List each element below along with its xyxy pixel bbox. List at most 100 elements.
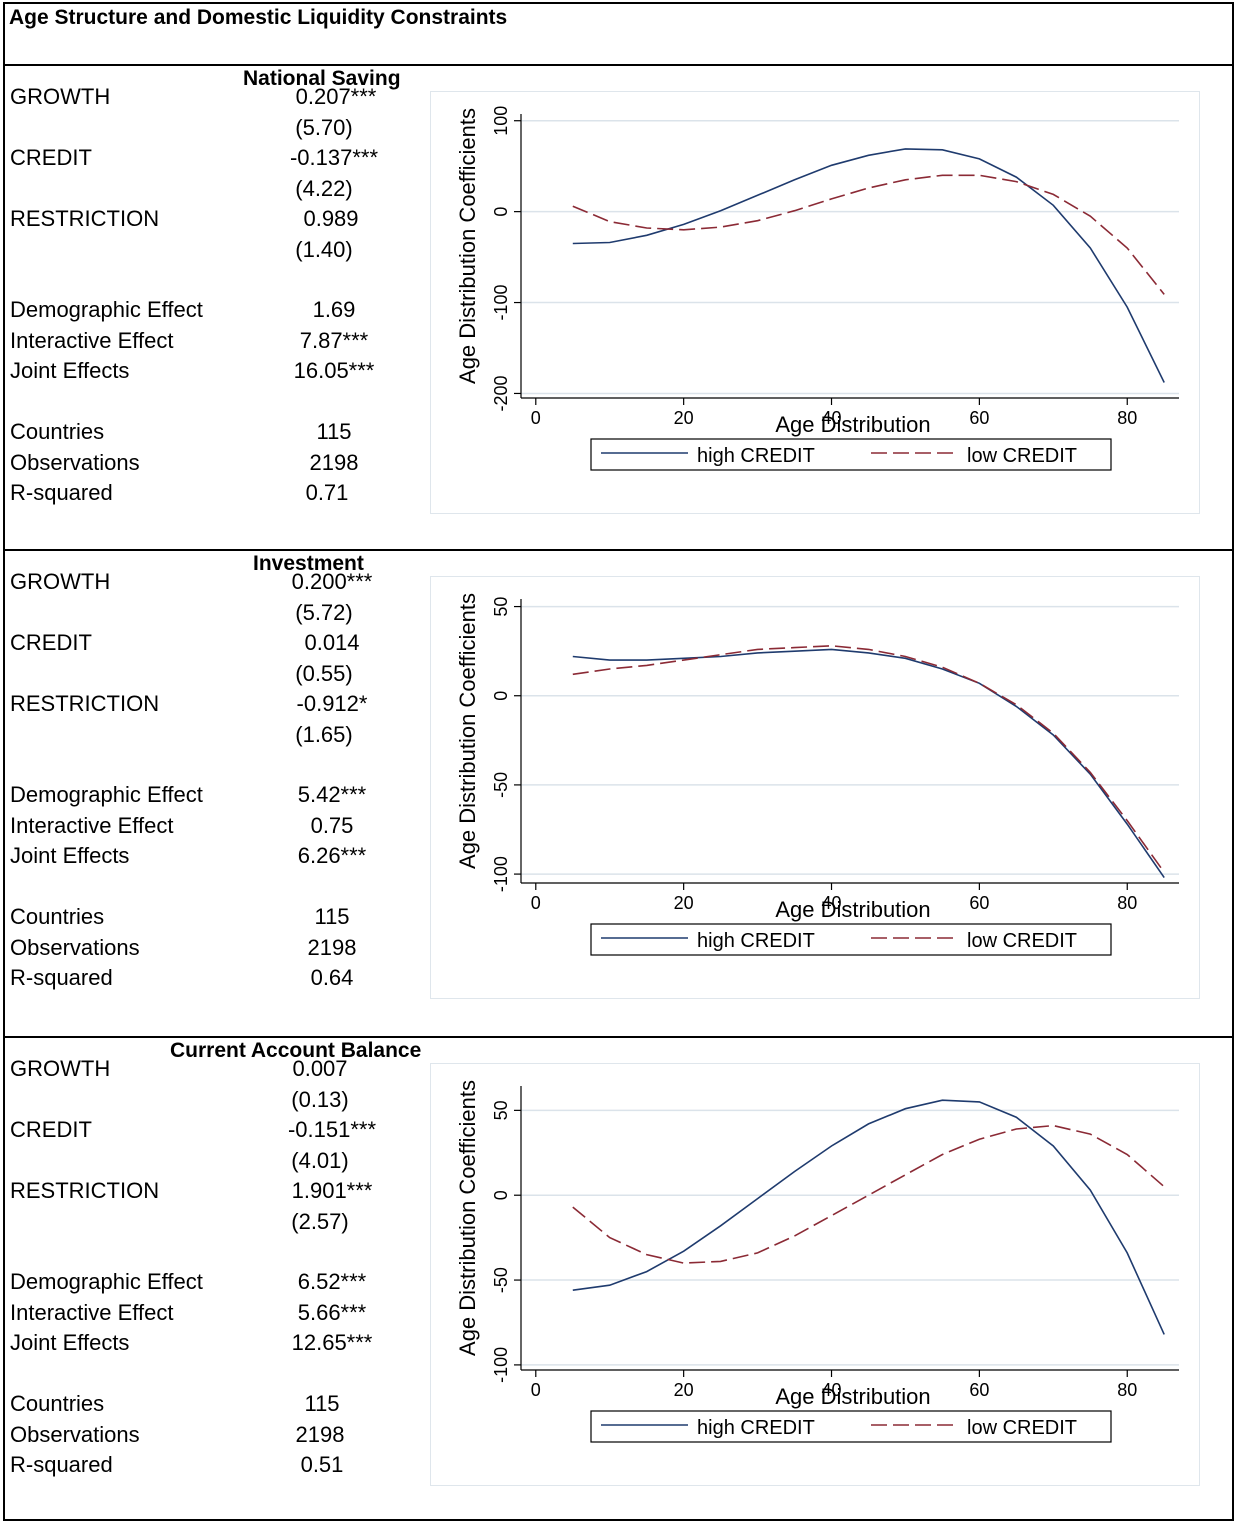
panel-2: Current Account Balance GROWTH 0.007 (0.13)… bbox=[5, 1038, 1233, 1518]
y-tick-label: 50 bbox=[491, 597, 511, 617]
stat-value: 2198 bbox=[309, 450, 359, 475]
divider bbox=[3, 549, 1234, 551]
stat-value: (1.40) bbox=[295, 237, 353, 262]
x-tick-label: 0 bbox=[531, 893, 541, 913]
chart-2: 50 0 -50 -100 0 20 40 60 80 Age Distribution Age D… bbox=[430, 1063, 1200, 1486]
stat-value: 115 bbox=[316, 419, 352, 444]
series-line-high-credit bbox=[572, 1099, 1165, 1335]
chart-0: 100 0 -100 -200 0 20 40 60 80 Age Distribution Age… bbox=[430, 91, 1200, 514]
x-tick-label: 60 bbox=[969, 893, 989, 913]
panel-title: Investment bbox=[253, 552, 364, 575]
y-axis-title: Age Distribution Coefficients bbox=[455, 593, 480, 869]
stat-value: 0.014 bbox=[304, 630, 360, 655]
stat-label: Observations bbox=[10, 935, 140, 960]
stat-label: Interactive Effect bbox=[10, 813, 174, 838]
legend-label-low: low CREDIT bbox=[967, 930, 1077, 952]
stat-label: Countries bbox=[10, 1391, 105, 1416]
stat-value: 2198 bbox=[295, 1422, 345, 1447]
y-tick-label: -50 bbox=[491, 1267, 511, 1293]
chart-svg: 50 0 -50 -100 0 20 40 60 80 Age Distribution Age D… bbox=[455, 593, 1179, 956]
legend-box bbox=[590, 438, 1112, 471]
stat-value: 2198 bbox=[307, 935, 357, 960]
stat-value: 5.42*** bbox=[297, 782, 367, 807]
panel-1: Investment GROWTH 0.200*** (5.72) CREDIT 0.01… bbox=[5, 551, 1233, 1031]
stat-label: R-squared bbox=[10, 480, 113, 505]
figure-title: Age Structure and Domestic Liquidity Con… bbox=[9, 6, 508, 29]
y-tick-label: 0 bbox=[491, 1190, 511, 1200]
divider bbox=[3, 64, 1234, 66]
stat-value: (4.22) bbox=[295, 176, 353, 201]
stat-value: (5.70) bbox=[295, 115, 353, 140]
stat-label: RESTRICTION bbox=[10, 206, 160, 231]
stat-value: 1.901*** bbox=[291, 1178, 373, 1203]
stat-value: 0.51 bbox=[300, 1452, 344, 1477]
y-axis-title: Age Distribution Coefficients bbox=[455, 108, 480, 384]
legend-box bbox=[590, 1410, 1112, 1443]
stat-value: -0.151*** bbox=[287, 1117, 377, 1142]
x-tick-label: 80 bbox=[1117, 893, 1137, 913]
series-line-low-credit bbox=[572, 1124, 1165, 1264]
series-line-high-credit bbox=[572, 648, 1165, 879]
stat-label: Interactive Effect bbox=[10, 1300, 174, 1325]
y-tick-label: 50 bbox=[491, 1100, 511, 1120]
x-axis-title: Age Distribution bbox=[775, 1384, 930, 1409]
panel-title: National Saving bbox=[243, 67, 401, 90]
stat-label: GROWTH bbox=[10, 1056, 111, 1081]
stat-value: 0.71 bbox=[305, 480, 349, 505]
stat-value: (0.13) bbox=[291, 1087, 349, 1112]
stat-value: (5.72) bbox=[295, 600, 353, 625]
x-axis-title: Age Distribution bbox=[775, 412, 930, 437]
stat-label: Countries bbox=[10, 419, 105, 444]
stat-label: CREDIT bbox=[10, 630, 92, 655]
x-tick-label: 40 bbox=[822, 408, 842, 428]
y-axis-title: Age Distribution Coefficients bbox=[455, 1080, 480, 1356]
y-tick-label: -100 bbox=[491, 285, 511, 321]
stat-label: GROWTH bbox=[10, 84, 111, 109]
y-tick-label: -50 bbox=[491, 772, 511, 798]
stat-label: Interactive Effect bbox=[10, 328, 174, 353]
stat-label: Observations bbox=[10, 1422, 140, 1447]
chart-svg: 100 0 -100 -200 0 20 40 60 80 Age Distribution Age… bbox=[455, 106, 1179, 471]
stat-value: 16.05*** bbox=[293, 358, 375, 383]
stat-label: Demographic Effect bbox=[10, 782, 203, 807]
stat-value: 1.69 bbox=[312, 297, 356, 322]
x-tick-label: 0 bbox=[531, 1380, 541, 1400]
stat-value: 12.65*** bbox=[291, 1330, 373, 1355]
stat-value: 0.200*** bbox=[291, 569, 373, 594]
x-tick-label: 80 bbox=[1117, 1380, 1137, 1400]
stat-label: CREDIT bbox=[10, 145, 92, 170]
legend-label-high: high CREDIT bbox=[697, 445, 815, 467]
stat-value: 0.64 bbox=[310, 965, 354, 990]
panel-0: National Saving GROWTH 0.207*** (5.70) CREDI… bbox=[5, 66, 1233, 546]
x-tick-label: 40 bbox=[822, 893, 842, 913]
stat-value: (2.57) bbox=[291, 1209, 349, 1234]
chart-svg: 50 0 -50 -100 0 20 40 60 80 Age Distribution Age D… bbox=[455, 1080, 1179, 1443]
stat-value: 0.989 bbox=[303, 206, 359, 231]
figure-frame bbox=[3, 2, 1234, 1521]
legend-label-low: low CREDIT bbox=[967, 445, 1077, 467]
stat-label: RESTRICTION bbox=[10, 1178, 160, 1203]
y-tick-label: -200 bbox=[491, 375, 511, 411]
stat-label: RESTRICTION bbox=[10, 691, 160, 716]
stat-label: Joint Effects bbox=[10, 1330, 130, 1355]
x-tick-label: 60 bbox=[969, 408, 989, 428]
x-tick-label: 20 bbox=[674, 1380, 694, 1400]
panel-title: Current Account Balance bbox=[170, 1039, 422, 1062]
x-axis-title: Age Distribution bbox=[775, 897, 930, 922]
stat-label: R-squared bbox=[10, 965, 113, 990]
x-tick-label: 20 bbox=[674, 893, 694, 913]
stat-value: 0.75 bbox=[310, 813, 354, 838]
stat-value: 7.87*** bbox=[299, 328, 369, 353]
stat-value: (0.55) bbox=[295, 661, 353, 686]
legend-box bbox=[590, 923, 1112, 956]
y-tick-label: 0 bbox=[491, 207, 511, 217]
stat-label: Joint Effects bbox=[10, 358, 130, 383]
stat-value: 115 bbox=[314, 904, 350, 929]
y-tick-label: -100 bbox=[491, 1347, 511, 1383]
stat-value: -0.137*** bbox=[289, 145, 379, 170]
y-tick-label: -100 bbox=[491, 856, 511, 892]
stat-value: 115 bbox=[304, 1391, 340, 1416]
stat-value: 5.66*** bbox=[297, 1300, 367, 1325]
series-line-low-credit bbox=[572, 174, 1165, 295]
series-line-high-credit bbox=[572, 148, 1165, 383]
